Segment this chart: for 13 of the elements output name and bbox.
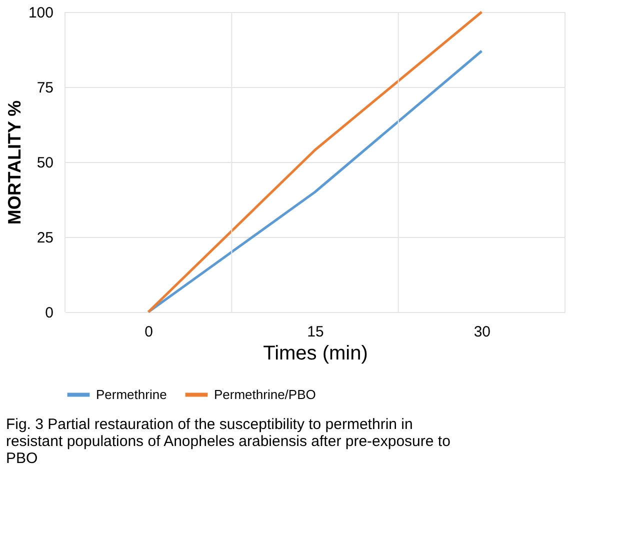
x-tick-label: 15 [307, 324, 324, 340]
caption: Fig. 3 Partial restauration of the susceptibility to permethrin in resistant populations of Anopheles arabiensis after pre-exposure to PBO [6, 416, 450, 467]
y-tick-label: 75 [36, 80, 54, 96]
y-tick-label: 100 [28, 4, 54, 22]
y-axis-title: MORTALITY % [4, 100, 24, 225]
y-tick-label: 0 [45, 304, 54, 322]
legend-label: Permethrine/PBO [214, 386, 316, 402]
x-axis-title: Times (min) [263, 342, 368, 364]
y-tick-label: 50 [36, 154, 54, 172]
x-tick-label: 30 [474, 324, 491, 340]
legend-label: Permethrine [96, 386, 167, 402]
y-tick-label: 25 [36, 230, 54, 246]
x-tick-label: 0 [144, 324, 154, 340]
